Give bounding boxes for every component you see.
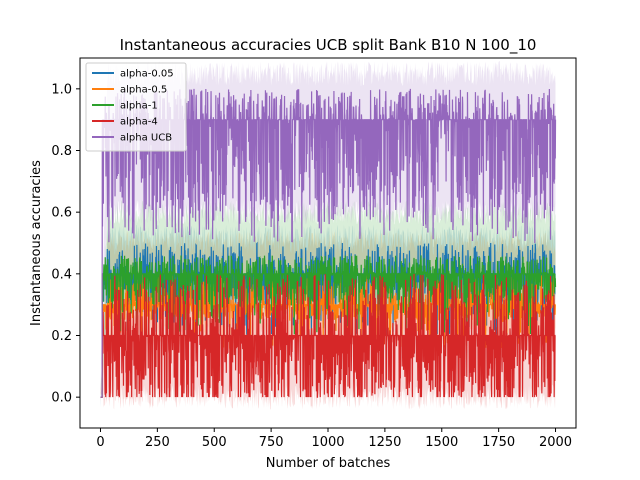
legend-label: alpha-0.05 (120, 69, 174, 80)
x-tick-label: 1250 (368, 435, 401, 450)
series-line (100, 273, 556, 398)
chart-title: Instantaneous accuracies UCB split Bank … (120, 36, 537, 55)
x-tick-label: 1500 (425, 435, 458, 450)
legend: alpha-0.05 alpha-0.5 alpha-1 alpha-4 alpha U… (85, 62, 187, 152)
x-axis: 0 250 500 750 1000 1250 1500 1750 2000 (96, 428, 572, 450)
legend-box (85, 62, 187, 152)
y-tick-label: 0.6 (51, 206, 72, 221)
x-tick-label: 0 (96, 435, 104, 450)
y-axis: 0.0 0.2 0.4 0.6 0.8 1.0 (51, 82, 80, 406)
legend-label: alpha-4 (120, 117, 158, 128)
x-tick-label: 1000 (311, 435, 344, 450)
y-tick-label: 0.4 (51, 267, 72, 282)
series-line (100, 88, 557, 398)
y-tick-label: 0.8 (51, 144, 72, 159)
x-tick-label: 500 (202, 435, 227, 450)
series-lines (100, 88, 557, 398)
x-tick-label: 250 (145, 435, 170, 450)
y-tick-label: 0.0 (51, 391, 72, 406)
x-axis-label: Number of batches (266, 456, 391, 471)
x-tick-label: 1750 (482, 435, 515, 450)
legend-label: alpha UCB (120, 133, 172, 144)
y-axis-label: Instantaneous accuracies (29, 160, 44, 326)
x-tick-label: 2000 (539, 435, 572, 450)
legend-label: alpha-1 (120, 101, 158, 112)
series-line (100, 255, 557, 398)
y-tick-label: 1.0 (51, 82, 72, 97)
x-tick-label: 750 (259, 435, 284, 450)
legend-label: alpha-0.5 (120, 85, 167, 96)
y-tick-label: 0.2 (51, 329, 72, 344)
